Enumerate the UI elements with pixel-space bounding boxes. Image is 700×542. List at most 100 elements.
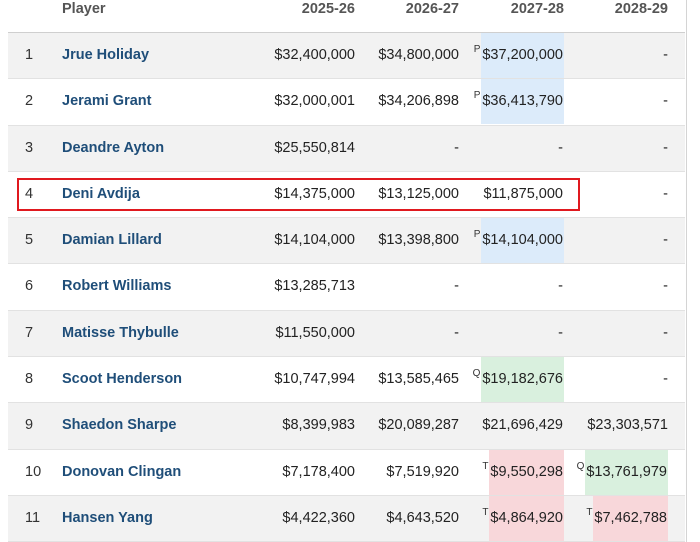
salary-value: $21,696,429 [482, 417, 563, 434]
contract-option-tag: T [482, 460, 489, 472]
row-rank: 9 [25, 417, 34, 434]
salary-cell: $13,285,713 [274, 278, 355, 295]
player-name-link[interactable]: Damian Lillard [62, 232, 162, 249]
table-row: 4 Deni Avdija $14,375,000 $13,125,000 $11,87… [8, 171, 685, 219]
table-row: 10 Donovan Clingan $7,178,400 $7,519,920 T $9… [8, 449, 685, 496]
salary-value: $11,875,000 [483, 185, 563, 202]
column-header-2028-29[interactable]: 2028-29 [614, 1, 668, 17]
player-name-link[interactable]: Matisse Thybulle [62, 324, 179, 341]
contract-option-tag: P [473, 44, 481, 55]
salary-cell: - [663, 93, 668, 110]
salary-cell: $8,399,983 [282, 417, 355, 434]
salary-cell: $21,696,429 [481, 403, 564, 448]
player-name-link[interactable]: Donovan Clingan [62, 463, 182, 480]
salary-cell: $7,519,920 [386, 463, 459, 480]
salary-value: $37,200,000 [481, 33, 564, 78]
row-rank: 3 [25, 139, 34, 156]
contract-option-tag: T [586, 506, 593, 518]
salary-cell: $25,550,814 [274, 139, 355, 156]
salary-value: $36,413,790 [481, 79, 564, 125]
salary-value: $9,550,298 [489, 449, 564, 495]
salary-cell: $4,422,360 [282, 509, 355, 526]
column-header-2027-28[interactable]: 2027-28 [510, 1, 564, 17]
salary-cell: $32,400,000 [274, 47, 355, 63]
salary-cell: $34,206,898 [378, 93, 459, 110]
salary-cell: - [663, 278, 668, 295]
salary-cell: $20,089,287 [378, 417, 459, 434]
row-rank: 2 [25, 93, 34, 110]
column-header-player[interactable]: Player [62, 1, 106, 17]
salary-cell: Q $19,182,676 [472, 357, 564, 403]
salary-cell: $11,550,000 [275, 324, 355, 341]
player-name-link[interactable]: Robert Williams [62, 278, 172, 295]
table-row: 3 Deandre Ayton $25,550,814 - - - [8, 125, 685, 172]
salary-cell: - [663, 371, 668, 388]
player-name-link[interactable]: Hansen Yang [62, 509, 153, 526]
contract-option-tag: Q [576, 460, 585, 472]
salary-cell: - [557, 264, 564, 309]
row-rank: 11 [25, 509, 41, 526]
contract-option-tag: P [473, 229, 481, 241]
table-body: 1 Jrue Holiday $32,400,000 $34,800,000 P $37,… [8, 33, 685, 542]
row-rank: 6 [25, 278, 34, 295]
salary-cell: P $37,200,000 [474, 33, 564, 78]
salary-cell: $23,303,571 [587, 417, 668, 434]
column-header-2025-26[interactable]: 2025-26 [301, 1, 355, 17]
salary-cell: - [663, 47, 668, 63]
table-row: 11 Hansen Yang $4,422,360 $4,643,520 T $4,864… [8, 495, 685, 542]
salary-cell: - [454, 139, 459, 156]
salary-cell: T $7,462,788 [586, 495, 668, 541]
row-rank: 4 [25, 185, 34, 202]
row-rank: 7 [25, 324, 34, 341]
salary-cell: $14,375,000 [274, 185, 355, 202]
player-name-link[interactable]: Deni Avdija [62, 185, 140, 202]
salary-cell: - [557, 311, 564, 356]
column-header-2026-27[interactable]: 2026-27 [405, 1, 459, 17]
salary-value: - [558, 324, 563, 341]
row-rank: 10 [25, 463, 42, 480]
salary-cell: - [454, 278, 459, 295]
salary-value: $13,761,979 [585, 449, 668, 495]
salary-value: $19,182,676 [481, 357, 564, 403]
player-name-link[interactable]: Shaedon Sharpe [62, 417, 177, 434]
salary-value: - [558, 278, 563, 295]
table-row: 8 Scoot Henderson $10,747,994 $13,585,465 Q $… [8, 357, 685, 404]
salary-cell: $34,800,000 [378, 47, 459, 63]
table-row: 9 Shaedon Sharpe $8,399,983 $20,089,287 $21,… [8, 403, 685, 450]
salary-value: $14,104,000 [481, 218, 564, 264]
table-row: 7 Matisse Thybulle $11,550,000 - - - [8, 310, 685, 358]
salary-cell: $7,178,400 [282, 463, 355, 480]
salary-cell: $13,125,000 [378, 185, 459, 202]
salary-cell: - [454, 324, 459, 341]
salary-value: $7,462,788 [593, 495, 668, 541]
salary-cell: $13,398,800 [378, 232, 459, 249]
salary-cell: - [557, 126, 564, 171]
table-row: 6 Robert Williams $13,285,713 - - - [8, 264, 685, 311]
salary-cell: T $9,550,298 [482, 449, 564, 495]
table-row: 5 Damian Lillard $14,104,000 $13,398,800 P $1… [8, 218, 685, 265]
salary-value: - [558, 139, 563, 156]
player-name-link[interactable]: Jrue Holiday [62, 47, 150, 63]
salary-cell: Q $13,761,979 [576, 449, 668, 495]
table-header: Player 2025-26 2026-27 2027-28 2028-29 [8, 0, 685, 33]
contract-option-tag: Q [472, 368, 481, 380]
salary-cell: $4,643,520 [386, 509, 459, 526]
salary-cell: $32,000,001 [274, 93, 355, 110]
salary-cell: P $14,104,000 [473, 218, 564, 264]
salary-cell: $14,104,000 [274, 232, 355, 249]
salary-cell: $10,747,994 [274, 371, 355, 388]
salary-cell: - [663, 139, 668, 156]
salary-value: $4,864,920 [489, 495, 564, 541]
contract-option-tag: P [473, 90, 481, 102]
row-rank: 1 [25, 47, 34, 63]
player-name-link[interactable]: Deandre Ayton [62, 139, 165, 156]
salary-cell: - [663, 185, 668, 202]
salary-cell: P $36,413,790 [473, 79, 564, 125]
salary-cell: T $4,864,920 [482, 495, 564, 541]
player-name-link[interactable]: Jerami Grant [62, 93, 152, 110]
player-name-link[interactable]: Scoot Henderson [62, 371, 183, 388]
salary-cell: $13,585,465 [378, 371, 459, 388]
salary-cell: - [663, 232, 668, 249]
row-rank: 8 [25, 371, 34, 388]
row-rank: 5 [25, 232, 34, 249]
